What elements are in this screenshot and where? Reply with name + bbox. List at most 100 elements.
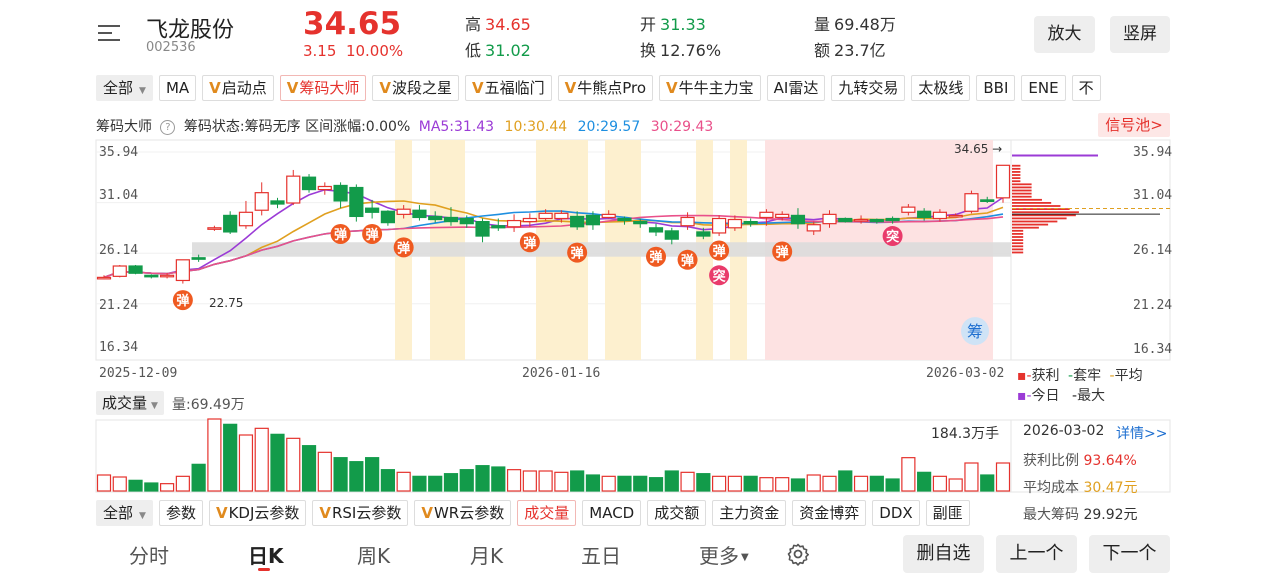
- chip-bar: [1012, 171, 1021, 173]
- candle-body: [806, 224, 821, 232]
- indicator-tab-10[interactable]: BBI: [976, 75, 1016, 101]
- kline-chart[interactable]: 弹弹 弹弹 弹弹弹弹弹突弹突筹: [0, 138, 1266, 390]
- candle-body: [96, 276, 112, 280]
- chip-legend-profit: 获利: [1031, 368, 1060, 384]
- candle-body: [822, 213, 837, 225]
- sub-tab-3[interactable]: VWR云参数: [414, 500, 512, 526]
- nav-daily-k[interactable]: 日K: [248, 544, 284, 568]
- indicator-tab-0[interactable]: MA: [158, 75, 197, 101]
- candle-body: [948, 214, 963, 218]
- previous-stock-button[interactable]: 上一个: [996, 535, 1077, 573]
- candle-body: [223, 214, 238, 233]
- indicator-tab-7[interactable]: AI雷达: [766, 75, 826, 101]
- rebound-signal-marker: [772, 241, 793, 262]
- chip-bar: [1012, 245, 1024, 248]
- indicator-tab-6[interactable]: V牛牛主力宝: [659, 75, 761, 101]
- sub-tab-8[interactable]: 资金博弈: [792, 500, 867, 526]
- indicator-tab-4[interactable]: V五福临门: [465, 75, 552, 101]
- volume-bar: [301, 445, 317, 492]
- chip-bar: [1012, 180, 1021, 183]
- settings-gear-icon[interactable]: [786, 542, 810, 566]
- nav-intraday[interactable]: 分时: [129, 544, 169, 568]
- bottom-nav: 分时 日K 周K 月K 五日 更多 ▼ 删自选 上一个 下一个: [0, 534, 1266, 582]
- sub-tab-2[interactable]: VRSI云参数: [312, 500, 409, 526]
- volume-bar: [506, 469, 522, 492]
- indicator-all-select[interactable]: 全部 ▼: [96, 75, 153, 101]
- sub-tab-label: 副匪: [932, 504, 963, 522]
- next-stock-button[interactable]: 下一个: [1089, 535, 1170, 573]
- volume-bar: [838, 470, 853, 492]
- ma30-value: 30:29.43: [650, 119, 714, 135]
- chip-bar: [1012, 198, 1042, 201]
- indicator-tab-11[interactable]: ENE: [1021, 75, 1066, 101]
- help-icon[interactable]: ?: [160, 120, 176, 135]
- candle-body: [901, 206, 916, 213]
- vip-v-icon: V: [319, 504, 331, 522]
- volume-bar: [443, 473, 459, 492]
- volume-bar: [491, 466, 506, 492]
- quote-open: 开 31.33: [640, 11, 706, 35]
- sub-all-select[interactable]: 全部 ▼: [96, 500, 153, 526]
- candle-body: [207, 227, 222, 230]
- indicator-tab-label: BBI: [983, 79, 1009, 97]
- sub-tab-10[interactable]: 副匪: [925, 500, 970, 526]
- sub-tab-1[interactable]: VKDJ云参数: [208, 500, 307, 526]
- candle-body: [191, 257, 206, 260]
- sub-tab-6[interactable]: 成交额: [647, 500, 707, 526]
- menu-icon[interactable]: [98, 22, 124, 44]
- price-axis-right-3: 21.24: [1133, 298, 1173, 313]
- zoom-button[interactable]: 放大: [1034, 16, 1095, 53]
- indicator-tab-5[interactable]: V牛熊点Pro: [557, 75, 654, 101]
- signal-marker-text: 弹: [334, 227, 347, 243]
- sub-indicator-tabs: 全部 ▼ 参数 VKDJ云参数 VRSI云参数 VWR云参数 成交量 MACD 成交额 主力资金…: [96, 500, 1016, 526]
- avg-cost: 平均成本 30.47元: [1023, 477, 1138, 497]
- candle-body: [506, 219, 522, 228]
- candle-body: [475, 220, 490, 237]
- candle-body: [301, 176, 317, 191]
- caret-down-icon: ▼: [139, 511, 146, 521]
- sub-tab-4[interactable]: 成交量: [517, 500, 577, 526]
- candle-body: [980, 199, 995, 203]
- nav-monthly-k[interactable]: 月K: [470, 544, 504, 568]
- indicator-tab-12[interactable]: 不: [1071, 75, 1101, 101]
- portrait-button[interactable]: 竖屏: [1110, 16, 1170, 53]
- candle-body: [254, 192, 269, 211]
- indicator-tab-8[interactable]: 九转交易: [831, 75, 906, 101]
- volume-bar: [538, 470, 553, 492]
- breakout-signal-marker: [882, 226, 903, 247]
- indicator-tab-3[interactable]: V波段之星: [372, 75, 460, 101]
- indicator-tab-1[interactable]: V启动点: [202, 75, 274, 101]
- profit-ratio-value: 93.64%: [1083, 453, 1137, 469]
- sub-tab-7[interactable]: 主力资金: [712, 500, 787, 526]
- nav-five-day[interactable]: 五日: [581, 544, 621, 568]
- nav-more[interactable]: 更多 ▼: [699, 540, 749, 569]
- candle-body: [570, 215, 585, 228]
- volume-bar: [207, 418, 222, 492]
- chip-bar: [1012, 174, 1021, 176]
- chip-bar: [1012, 192, 1032, 195]
- sub-tab-label: 资金博弈: [799, 504, 860, 522]
- chip-details-link[interactable]: 详情>>: [1116, 426, 1168, 442]
- chip-bar: [1012, 236, 1024, 238]
- volume-chart[interactable]: [0, 414, 1266, 494]
- indicator-tab-2[interactable]: V筹码大师: [279, 75, 367, 101]
- remove-watchlist-button[interactable]: 删自选: [903, 535, 984, 573]
- sub-tab-0[interactable]: 参数: [158, 500, 203, 526]
- sub-tab-9[interactable]: DDX: [872, 500, 920, 526]
- nav-weekly-k[interactable]: 周K: [357, 544, 391, 568]
- indicator-tab-label: 五福临门: [484, 79, 545, 97]
- chip-bar: [1012, 214, 1076, 217]
- volume-selector[interactable]: 成交量 ▼: [96, 391, 164, 415]
- indicator-tab-label: 筹码大师: [299, 79, 360, 97]
- sub-tab-5[interactable]: MACD: [582, 500, 642, 526]
- change-percent: 10.00%: [345, 42, 404, 60]
- indicator-tab-9[interactable]: 太极线: [911, 75, 971, 101]
- signal-pool-button[interactable]: 信号池>: [1098, 113, 1170, 137]
- ma30-line: [103, 214, 1004, 279]
- sub-tab-label: 成交额: [654, 504, 700, 522]
- signal-marker-text: 弹: [176, 293, 189, 309]
- indicator-tab-label: 波段之星: [392, 79, 453, 97]
- candle-body: [585, 214, 601, 226]
- candle-body: [459, 217, 474, 225]
- candle-body: [317, 185, 332, 191]
